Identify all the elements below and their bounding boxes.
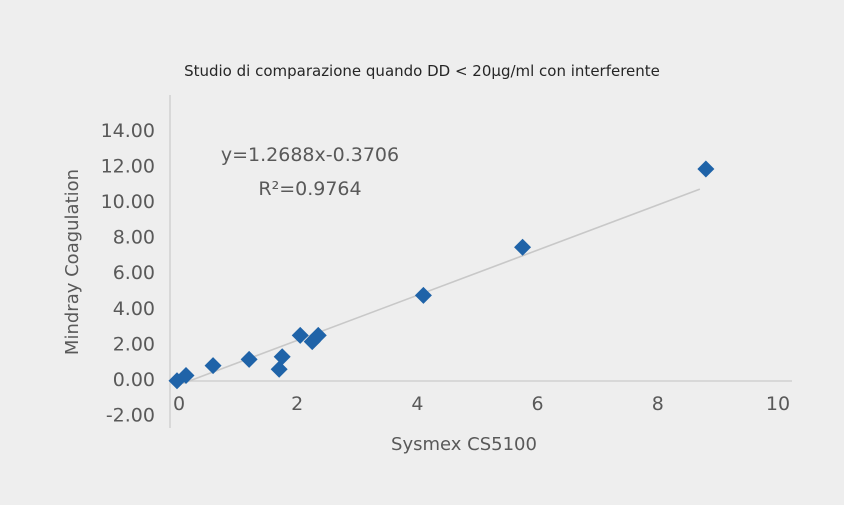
y-tick-label: 8.00	[113, 227, 155, 249]
x-tick-label: 6	[532, 393, 544, 415]
y-tick-label: 14.00	[101, 120, 155, 142]
data-point-diamond	[697, 160, 715, 178]
y-tick-label: -2.00	[106, 405, 155, 427]
data-points	[168, 160, 715, 390]
chart-title: Studio di comparazione quando DD < 20µg/…	[184, 62, 660, 80]
data-point-diamond	[414, 286, 432, 304]
x-tick-label: 4	[411, 393, 423, 415]
y-axis-label: Mindray Coagulation	[62, 169, 83, 355]
x-tick-label: 0	[173, 393, 185, 415]
r-squared: R²=0.9764	[258, 178, 361, 200]
y-tick-label: 4.00	[113, 298, 155, 320]
data-point-diamond	[240, 350, 258, 368]
y-tick-label: 0.00	[113, 369, 155, 391]
x-tick-label: 2	[291, 393, 303, 415]
x-tick-label: 8	[652, 393, 664, 415]
trendline	[182, 188, 701, 385]
x-axis-ticks: 0 2 4 6 8 10	[173, 393, 790, 415]
data-point-diamond	[204, 357, 222, 375]
data-point-diamond	[309, 326, 327, 344]
y-tick-label: 6.00	[113, 262, 155, 284]
y-tick-label: 12.00	[101, 155, 155, 177]
data-point-diamond	[273, 348, 291, 366]
y-tick-label: 10.00	[101, 191, 155, 213]
data-point-diamond	[177, 366, 195, 384]
data-point-diamond	[514, 238, 532, 256]
y-tick-label: 2.00	[113, 333, 155, 355]
x-tick-label: 10	[766, 393, 790, 415]
y-axis-ticks: 14.00 12.00 10.00 8.00 6.00 4.00 2.00 0.00 -2.00	[101, 120, 155, 427]
regression-equation: y=1.2688x-0.3706	[221, 144, 399, 166]
data-point-diamond	[291, 326, 309, 344]
x-axis-label: Sysmex CS5100	[391, 434, 537, 455]
data-point-diamond	[270, 360, 288, 378]
